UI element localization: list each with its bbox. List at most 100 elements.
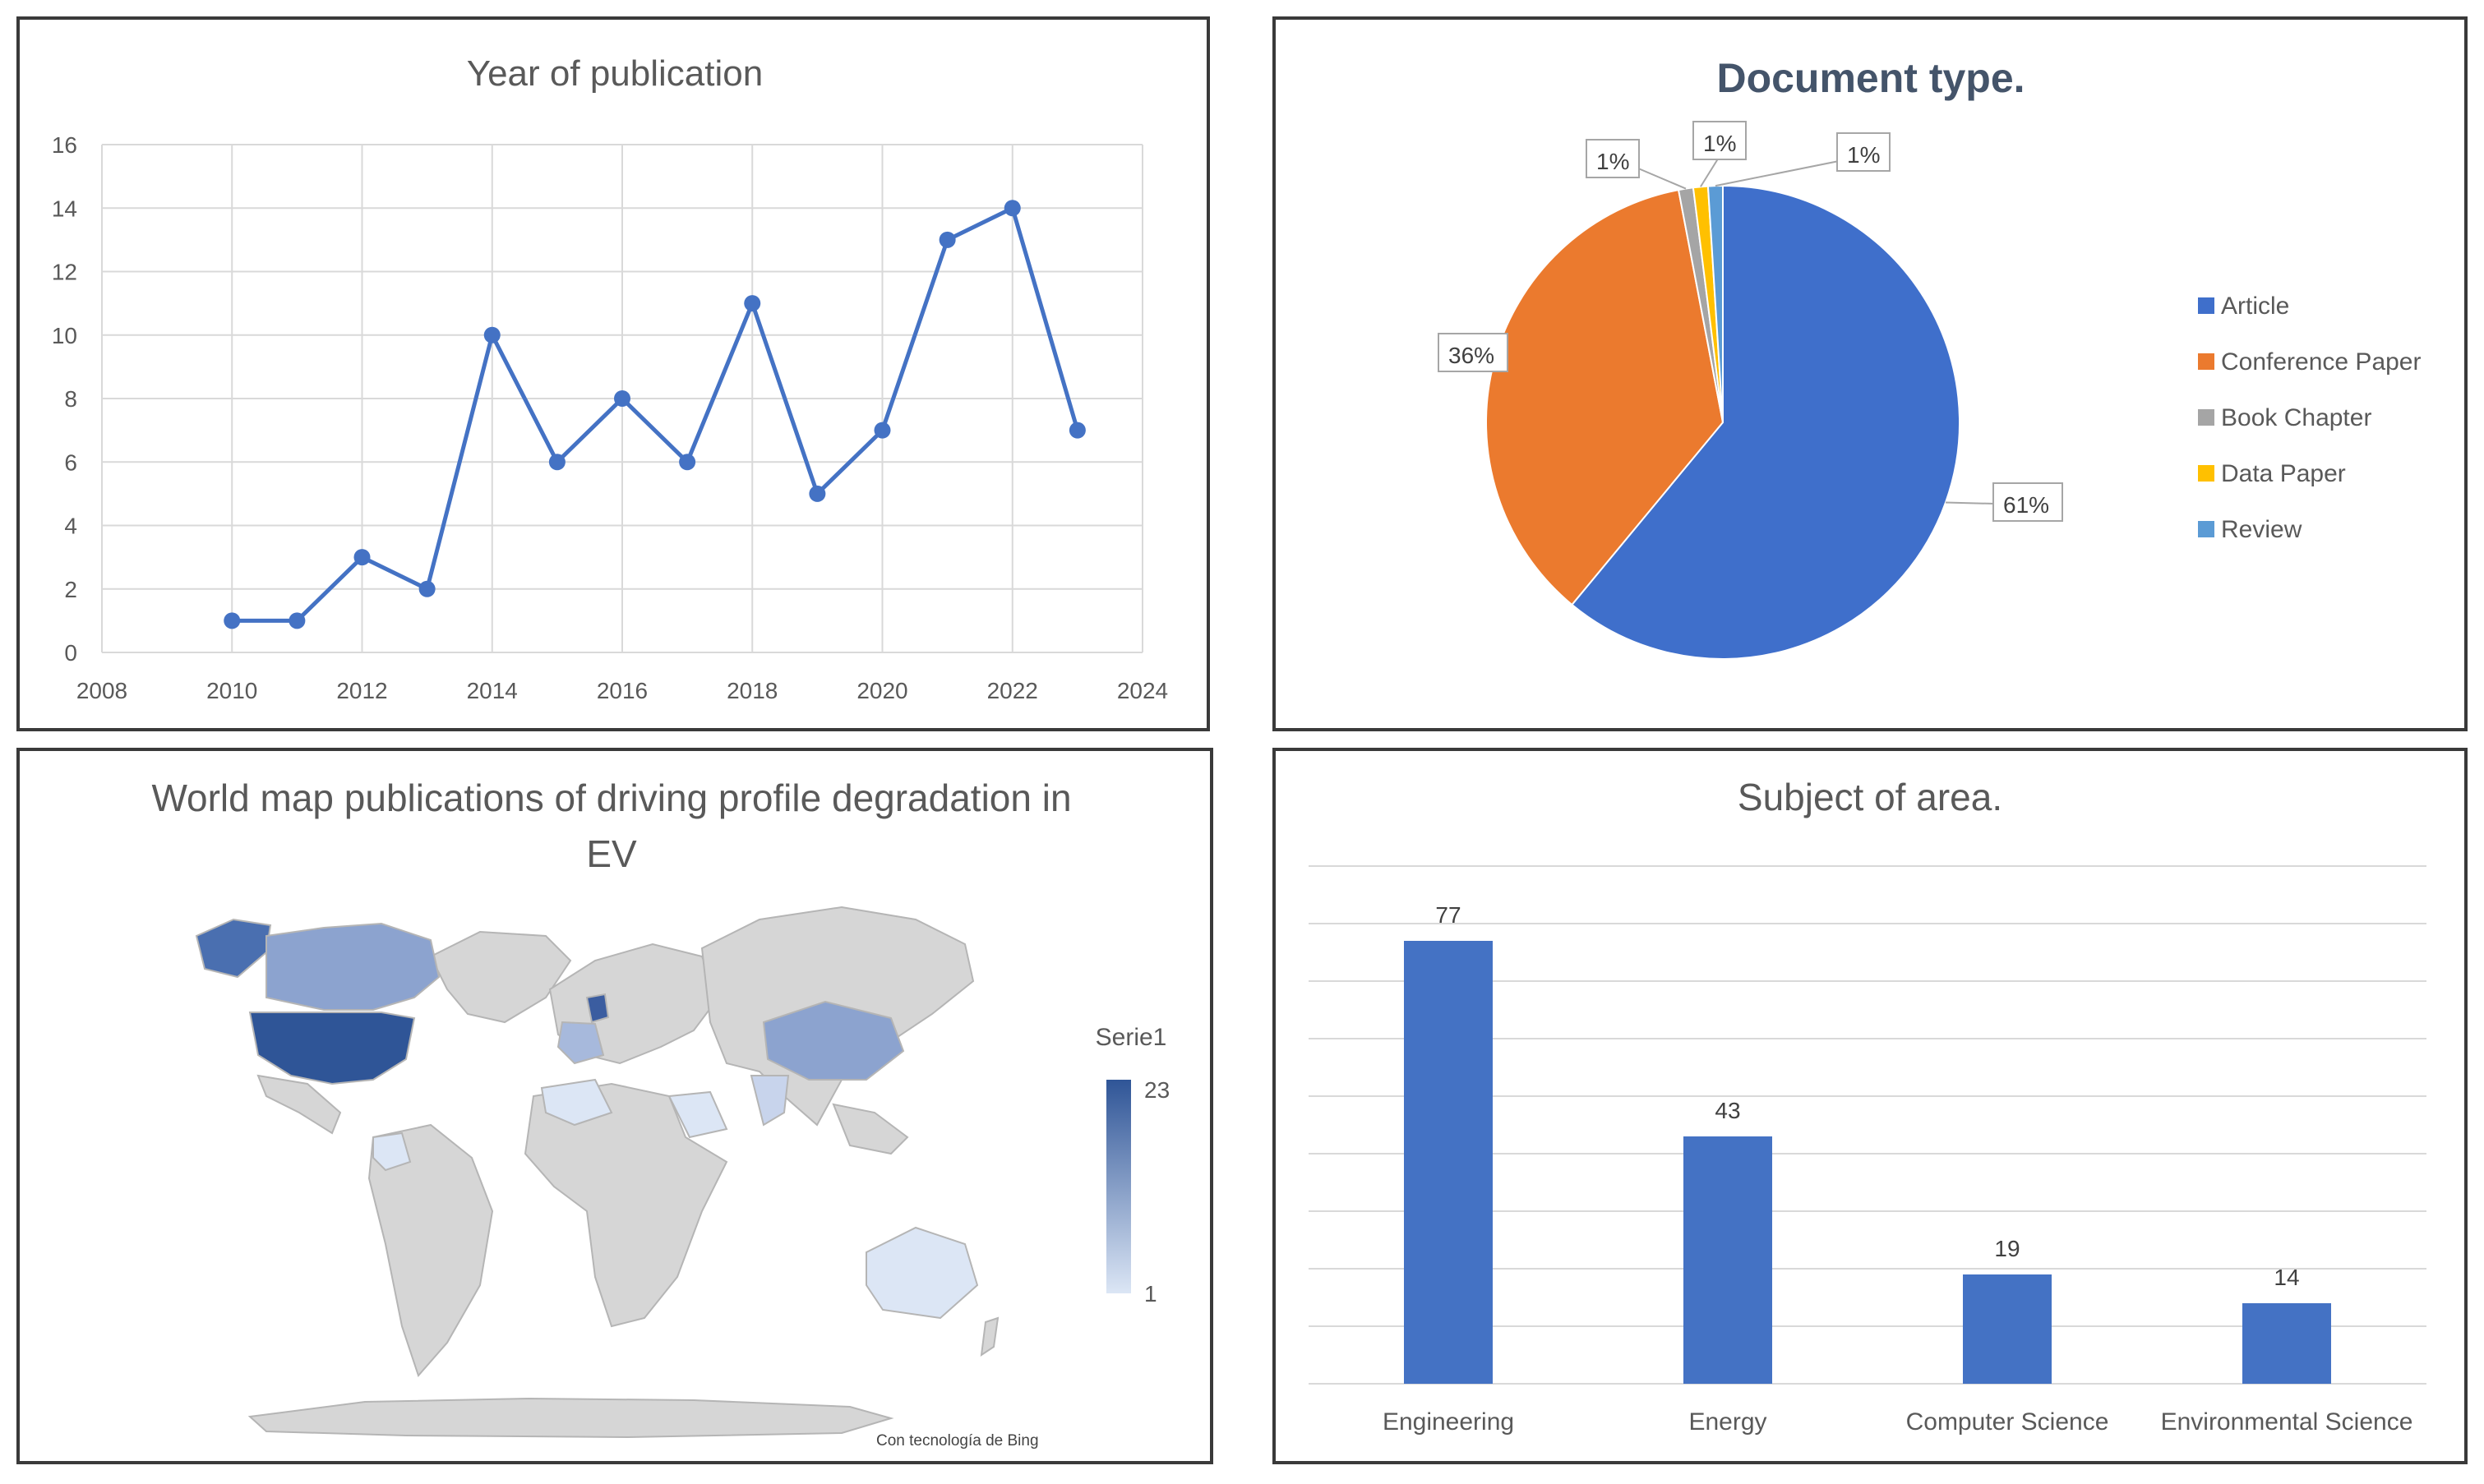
- map-region-india: [750, 1075, 790, 1127]
- x-tick-label: 2016: [597, 678, 648, 703]
- x-tick-label: 2008: [76, 678, 127, 703]
- world-map-panel: World map publications of driving profil…: [16, 748, 1213, 1464]
- category-label: Environmental Science: [2161, 1408, 2413, 1436]
- map-region-colombia: [372, 1131, 412, 1172]
- pie-label-box: [1438, 333, 1508, 372]
- map-region-china: [762, 1000, 905, 1081]
- map-region-north-africa: [540, 1078, 613, 1127]
- data-point: [939, 231, 956, 248]
- x-tick-label: 2018: [727, 678, 778, 703]
- bar-value-label: 19: [1994, 1236, 2020, 1261]
- bar-value-label: 43: [1715, 1098, 1740, 1123]
- x-tick-label: 2010: [206, 678, 257, 703]
- pie-data-label: 61%: [2003, 492, 2049, 518]
- pie-slice-article: [1571, 184, 1960, 660]
- data-point: [224, 612, 241, 629]
- map-legend-title: Serie1: [1096, 1024, 1167, 1051]
- map-region-mexico: [256, 1074, 342, 1135]
- data-point: [289, 612, 306, 629]
- category-label: Energy: [1688, 1408, 1766, 1436]
- bar-value-label: 77: [1435, 902, 1461, 928]
- bar-engineering: [1404, 941, 1493, 1384]
- map-region-australia: [866, 1226, 979, 1320]
- pie-label-box: [1836, 132, 1891, 172]
- map-region-usa: [248, 1012, 416, 1085]
- data-point: [874, 422, 891, 439]
- x-tick-label: 2014: [467, 678, 518, 703]
- map-scale-max: 23: [1144, 1077, 1170, 1103]
- x-tick-label: 2012: [336, 678, 387, 703]
- map-region-canada: [265, 922, 441, 1011]
- pie-label-box: [1992, 482, 2063, 522]
- map-title-continued: EV: [586, 832, 637, 875]
- greenland: [429, 930, 572, 1024]
- y-tick-label: 14: [52, 196, 77, 221]
- new-zealand: [980, 1316, 1000, 1357]
- y-tick-label: 0: [64, 640, 77, 666]
- y-tick-label: 6: [64, 449, 77, 475]
- y-tick-label: 8: [64, 386, 77, 412]
- legend-swatch: [2198, 521, 2214, 537]
- data-point: [1069, 422, 1086, 439]
- pie-data-label: 36%: [1448, 343, 1494, 368]
- y-tick-label: 4: [64, 514, 77, 539]
- legend-swatch: [2198, 409, 2214, 426]
- document-type-chart: Document type. 61% 36% 1% 1% 1% Article Confer…: [1438, 55, 2422, 660]
- world-map-chart: World map publications of driving profil…: [151, 777, 1170, 1449]
- x-tick-label: 2022: [987, 678, 1038, 703]
- subject-area-chart: Subject of area. 77 Engineering 43 Energy 19…: [1309, 776, 2426, 1436]
- map-title: World map publications of driving profil…: [151, 777, 1071, 819]
- bar-environmental-science: [2242, 1303, 2331, 1384]
- legend-swatch: [2198, 297, 2214, 314]
- antarctica: [247, 1397, 894, 1439]
- bar-chart-title: Subject of area.: [1738, 776, 2002, 818]
- legend-swatch: [2198, 353, 2214, 370]
- legend-entry: Book Chapter: [2221, 404, 2371, 431]
- y-tick-label: 10: [52, 323, 77, 348]
- southeast-asia: [832, 1103, 909, 1155]
- data-point: [483, 326, 501, 343]
- data-point: [679, 454, 696, 471]
- data-point: [1004, 200, 1021, 217]
- year-of-publication-panel: Year of publication 0 2 4 6 8 10 12 14 16 2008 201…: [16, 16, 1210, 731]
- map-attribution: Con tecnología de Bing: [876, 1432, 1039, 1449]
- pie-data-label: 1%: [1703, 131, 1736, 156]
- legend-entry: Review: [2221, 516, 2302, 543]
- map-region-alaska: [195, 918, 272, 979]
- x-tick-label: 2020: [856, 678, 907, 703]
- data-point: [744, 295, 761, 312]
- pie-chart-title: Document type.: [1716, 55, 2025, 101]
- category-label: Engineering: [1383, 1408, 1514, 1436]
- legend-entry: Conference Paper: [2221, 348, 2422, 376]
- pie-label-box: [1586, 139, 1640, 178]
- pie-data-label: 1%: [1847, 142, 1880, 168]
- publication-series-line: [232, 205, 1080, 623]
- bar-value-label: 14: [2274, 1265, 2299, 1290]
- y-tick-label: 2: [64, 577, 77, 602]
- map-region-western-europe: [556, 1021, 605, 1065]
- subject-area-panel: Subject of area. 77 Engineering 43 Energy 19…: [1272, 748, 2468, 1464]
- data-point: [548, 454, 566, 471]
- map-scale-min: 1: [1144, 1281, 1157, 1307]
- bar-computer-science: [1963, 1274, 2052, 1384]
- data-point: [418, 580, 436, 597]
- y-tick-label: 12: [52, 260, 77, 285]
- map-color-scale: [1106, 1080, 1131, 1293]
- south-america: [367, 1123, 494, 1377]
- document-type-panel: Document type. 61% 36% 1% 1% 1% Article Confer…: [1272, 16, 2468, 731]
- legend-swatch: [2198, 465, 2214, 482]
- x-tick-label: 2024: [1117, 678, 1168, 703]
- category-label: Computer Science: [1906, 1408, 2109, 1436]
- data-point: [809, 485, 826, 502]
- pie-data-label: 1%: [1596, 149, 1629, 174]
- legend-entry: Article: [2221, 293, 2289, 320]
- map-region-middle-east: [667, 1090, 728, 1139]
- pie-label-box: [1692, 121, 1747, 160]
- year-of-publication-chart: Year of publication 0 2 4 6 8 10 12 14 16 2008 201…: [52, 53, 1168, 703]
- data-point: [614, 390, 630, 407]
- map-land: [247, 906, 1000, 1439]
- pie-slice-review: [1706, 184, 1724, 423]
- line-chart-title: Year of publication: [467, 53, 763, 94]
- map-region-germany: [585, 993, 610, 1024]
- bar-energy: [1683, 1136, 1772, 1384]
